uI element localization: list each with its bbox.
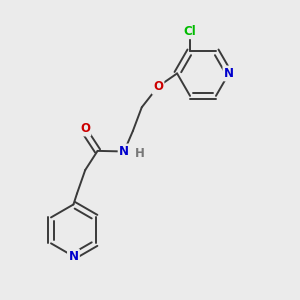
Text: N: N bbox=[68, 250, 78, 263]
Text: N: N bbox=[119, 145, 129, 158]
Text: O: O bbox=[80, 122, 90, 135]
Text: Cl: Cl bbox=[184, 25, 196, 38]
Text: N: N bbox=[224, 67, 234, 80]
Text: O: O bbox=[153, 80, 163, 93]
Text: H: H bbox=[134, 147, 144, 160]
